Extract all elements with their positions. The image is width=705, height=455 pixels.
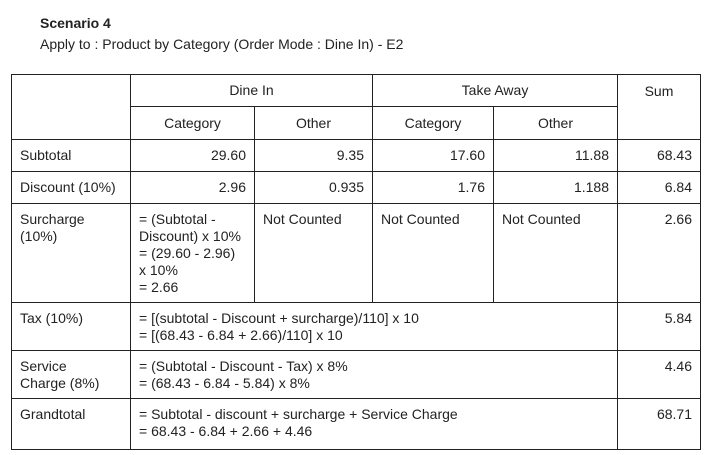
formula-cell: = Subtotal - discount + surcharge + Serv…: [130, 398, 618, 450]
formula-line: = 68.43 - 6.84 + 2.66 + 4.46: [139, 423, 313, 439]
cell-value: 2.96: [130, 171, 255, 204]
label-line: (10%): [20, 228, 58, 244]
row-label: Subtotal: [11, 139, 131, 172]
subheader-dine-in-other: Other: [254, 106, 373, 140]
cell-sum: 4.46: [617, 350, 701, 399]
header-row: Dine In Take Away Sum: [11, 74, 701, 140]
formula-line: = Subtotal - discount + surcharge + Serv…: [139, 406, 458, 422]
label-line: Surcharge: [20, 211, 85, 227]
row-label: Grandtotal: [11, 398, 131, 450]
cell-sum: 68.71: [617, 398, 701, 450]
formula-line: = [(68.43 - 6.84 + 2.66)/110] x 10: [139, 327, 343, 343]
cell-value: 11.88: [493, 139, 618, 172]
cell-sum: 2.66: [617, 203, 701, 303]
cell-value: Not Counted: [372, 203, 494, 303]
subheader-take-away-other: Other: [493, 106, 618, 140]
formula-line: x 10%: [139, 262, 178, 278]
label-line: Service: [20, 358, 67, 374]
cell-value: 17.60: [372, 139, 494, 172]
scenario-subtitle: Apply to : Product by Category (Order Mo…: [40, 36, 404, 52]
cell-value: 0.935: [254, 171, 373, 204]
label-line: Charge (8%): [20, 375, 100, 391]
table-row-service-charge: Service Charge (8%) = (Subtotal - Discou…: [11, 350, 701, 399]
table-row-discount: Discount (10%) 2.96 0.935 1.76 1.188 6.8…: [11, 171, 701, 204]
formula-line: = (Subtotal -: [139, 211, 216, 227]
scenario-title: Scenario 4: [40, 15, 111, 31]
formula-line: Discount) x 10%: [139, 228, 241, 244]
row-label: Service Charge (8%): [11, 350, 131, 399]
formula-line: = [(subtotal - Discount + surcharge)/110…: [139, 310, 419, 326]
cell-value: 9.35: [254, 139, 373, 172]
row-label: Discount (10%): [11, 171, 131, 204]
formula-line: = 2.66: [139, 279, 179, 295]
formula-line: = (Subtotal - Discount - Tax) x 8%: [139, 358, 348, 374]
table-row-subtotal: Subtotal 29.60 9.35 17.60 11.88 68.43: [11, 139, 701, 172]
cell-sum: 5.84: [617, 302, 701, 351]
corner-cell: [11, 74, 131, 140]
table-row-surcharge: Surcharge (10%) = (Subtotal - Discount) …: [11, 203, 701, 303]
subheader-row: Category Other Category Other: [12, 106, 701, 140]
cell-value: 29.60: [130, 139, 255, 172]
formula-line: = (68.43 - 6.84 - 5.84) x 8%: [139, 375, 310, 391]
cell-value: Not Counted: [254, 203, 373, 303]
header-take-away: Take Away: [372, 74, 618, 107]
row-label: Tax (10%): [11, 302, 131, 351]
cell-value: 1.188: [493, 171, 618, 204]
cell-sum: 6.84: [617, 171, 701, 204]
formula-cell: = [(subtotal - Discount + surcharge)/110…: [130, 302, 618, 351]
formula-cell: = (Subtotal - Discount) x 10% = (29.60 -…: [130, 203, 255, 303]
formula-cell: = (Subtotal - Discount - Tax) x 8% = (68…: [130, 350, 618, 399]
header-sum: Sum: [617, 74, 701, 140]
table-row-tax: Tax (10%) = [(subtotal - Discount + surc…: [11, 302, 701, 351]
cell-value: Not Counted: [493, 203, 618, 303]
row-label: Surcharge (10%): [11, 203, 131, 303]
header-dine-in: Dine In: [130, 74, 373, 107]
table-row-grandtotal: Grandtotal = Subtotal - discount + surch…: [11, 398, 701, 450]
subheader-dine-in-category: Category: [130, 106, 255, 140]
cell-sum: 68.43: [617, 139, 701, 172]
subheader-take-away-category: Category: [372, 106, 494, 140]
cell-value: 1.76: [372, 171, 494, 204]
calculation-table: Dine In Take Away Sum Category Other Cat…: [11, 74, 701, 450]
formula-line: = (29.60 - 2.96): [139, 245, 236, 261]
